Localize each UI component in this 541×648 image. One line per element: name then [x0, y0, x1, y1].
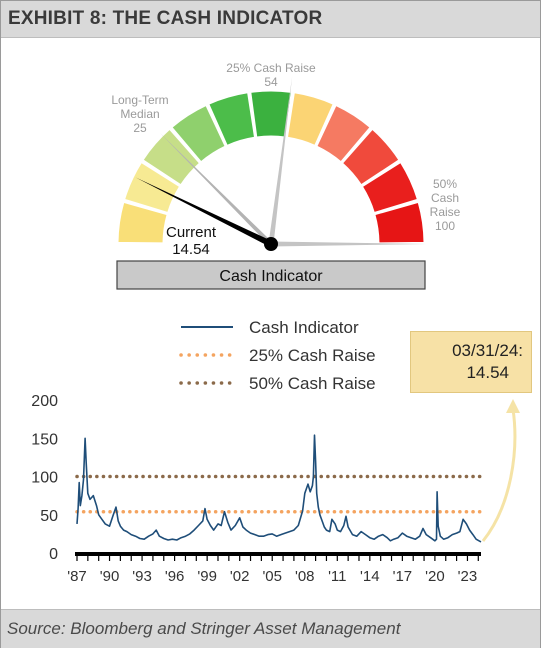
chart-legend: Cash Indicator 25% Cash Raise 50% Cash R… — [179, 318, 376, 393]
raise50-value-label: 100 — [435, 219, 455, 233]
gauge-segments — [117, 90, 425, 244]
median-pointer — [159, 132, 273, 246]
x-tick-label: '17 — [393, 568, 413, 585]
cash-indicator-line-chart: Cash Indicator 25% Cash Raise 50% Cash R… — [31, 318, 520, 585]
legend-label-raise25: 25% Cash Raise — [249, 346, 376, 365]
exhibit-title: EXHIBIT 8: THE CASH INDICATOR — [8, 8, 323, 29]
latest-value-callout: 03/31/24: 14.54 — [410, 331, 532, 393]
gauge-segment — [124, 161, 181, 214]
gauge-segment — [286, 92, 334, 146]
raise50-label-line2: Cash — [431, 191, 459, 205]
raise50-pointer — [271, 241, 427, 247]
legend-label-raise50: 50% Cash Raise — [249, 374, 376, 393]
cash-indicator-series-line — [76, 434, 482, 543]
x-tick-label: '20 — [425, 568, 445, 585]
x-tick-label: '02 — [230, 568, 250, 585]
gauge-pointers — [135, 76, 427, 251]
reference-lines — [75, 474, 483, 514]
x-tick-label: '90 — [100, 568, 120, 585]
x-tick-label: '05 — [262, 568, 282, 585]
y-tick-label: 150 — [31, 431, 58, 448]
header-bar: EXHIBIT 8: THE CASH INDICATOR — [1, 1, 540, 38]
y-tick-label: 50 — [40, 508, 58, 525]
median-label-line2: Median — [120, 107, 159, 121]
raise25-pointer — [268, 76, 293, 245]
cash-indicator-bar — [116, 260, 426, 290]
y-axis: 0 50 100 150 200 — [31, 393, 58, 563]
gauge-segment — [361, 161, 418, 214]
x-tick-label: '23 — [458, 568, 478, 585]
source-note: Source: Bloomberg and Stringer Asset Man… — [7, 619, 401, 638]
gauge-segment — [117, 201, 168, 244]
raise50-label-line1: 50% — [433, 177, 457, 191]
callout-date: 03/31/24: — [452, 341, 523, 360]
x-tick-label: '99 — [197, 568, 217, 585]
x-tick-label: '87 — [67, 568, 87, 585]
raise25-value-label: 54 — [264, 75, 278, 89]
raise50-label-line3: Raise — [430, 205, 461, 219]
gauge-segment — [171, 104, 226, 163]
x-tick-label: '08 — [295, 568, 315, 585]
x-tick-label: '14 — [360, 568, 380, 585]
median-label-line1: Long-Term — [111, 93, 168, 107]
gauge-segment — [316, 104, 371, 163]
cash-indicator-gauge: Long-Term Median 25 25% Cash Raise 54 50… — [111, 61, 461, 290]
gauge-hub — [264, 237, 278, 251]
current-value-label: 14.54 — [172, 241, 210, 258]
current-needle — [135, 177, 273, 247]
callout-arrowhead — [506, 399, 520, 413]
footer-bar: Source: Bloomberg and Stringer Asset Man… — [1, 609, 540, 648]
gauge-segment — [208, 92, 256, 146]
callout-arrow — [481, 408, 517, 542]
median-value-label: 25 — [133, 121, 147, 135]
legend-label-cash-indicator: Cash Indicator — [249, 318, 359, 337]
gauge-segment — [341, 128, 400, 186]
gauge-segment — [142, 128, 201, 186]
x-axis: '87 '90 '93 '96 '99 '02 '05 '08 '11 '14 '17 '20 '23 — [67, 552, 481, 585]
x-tick-label: '11 — [328, 568, 346, 585]
y-tick-label: 0 — [49, 546, 58, 563]
callout-value: 14.54 — [466, 363, 509, 382]
current-label: Current — [166, 224, 217, 241]
raise25-label: 25% Cash Raise — [226, 61, 316, 75]
cash-indicator-bar-label: Cash Indicator — [219, 268, 323, 285]
x-tick-label: '93 — [132, 568, 152, 585]
y-tick-label: 200 — [31, 393, 58, 410]
gauge-segment — [374, 201, 425, 244]
y-tick-label: 100 — [31, 470, 58, 487]
x-tick-label: '96 — [165, 568, 185, 585]
